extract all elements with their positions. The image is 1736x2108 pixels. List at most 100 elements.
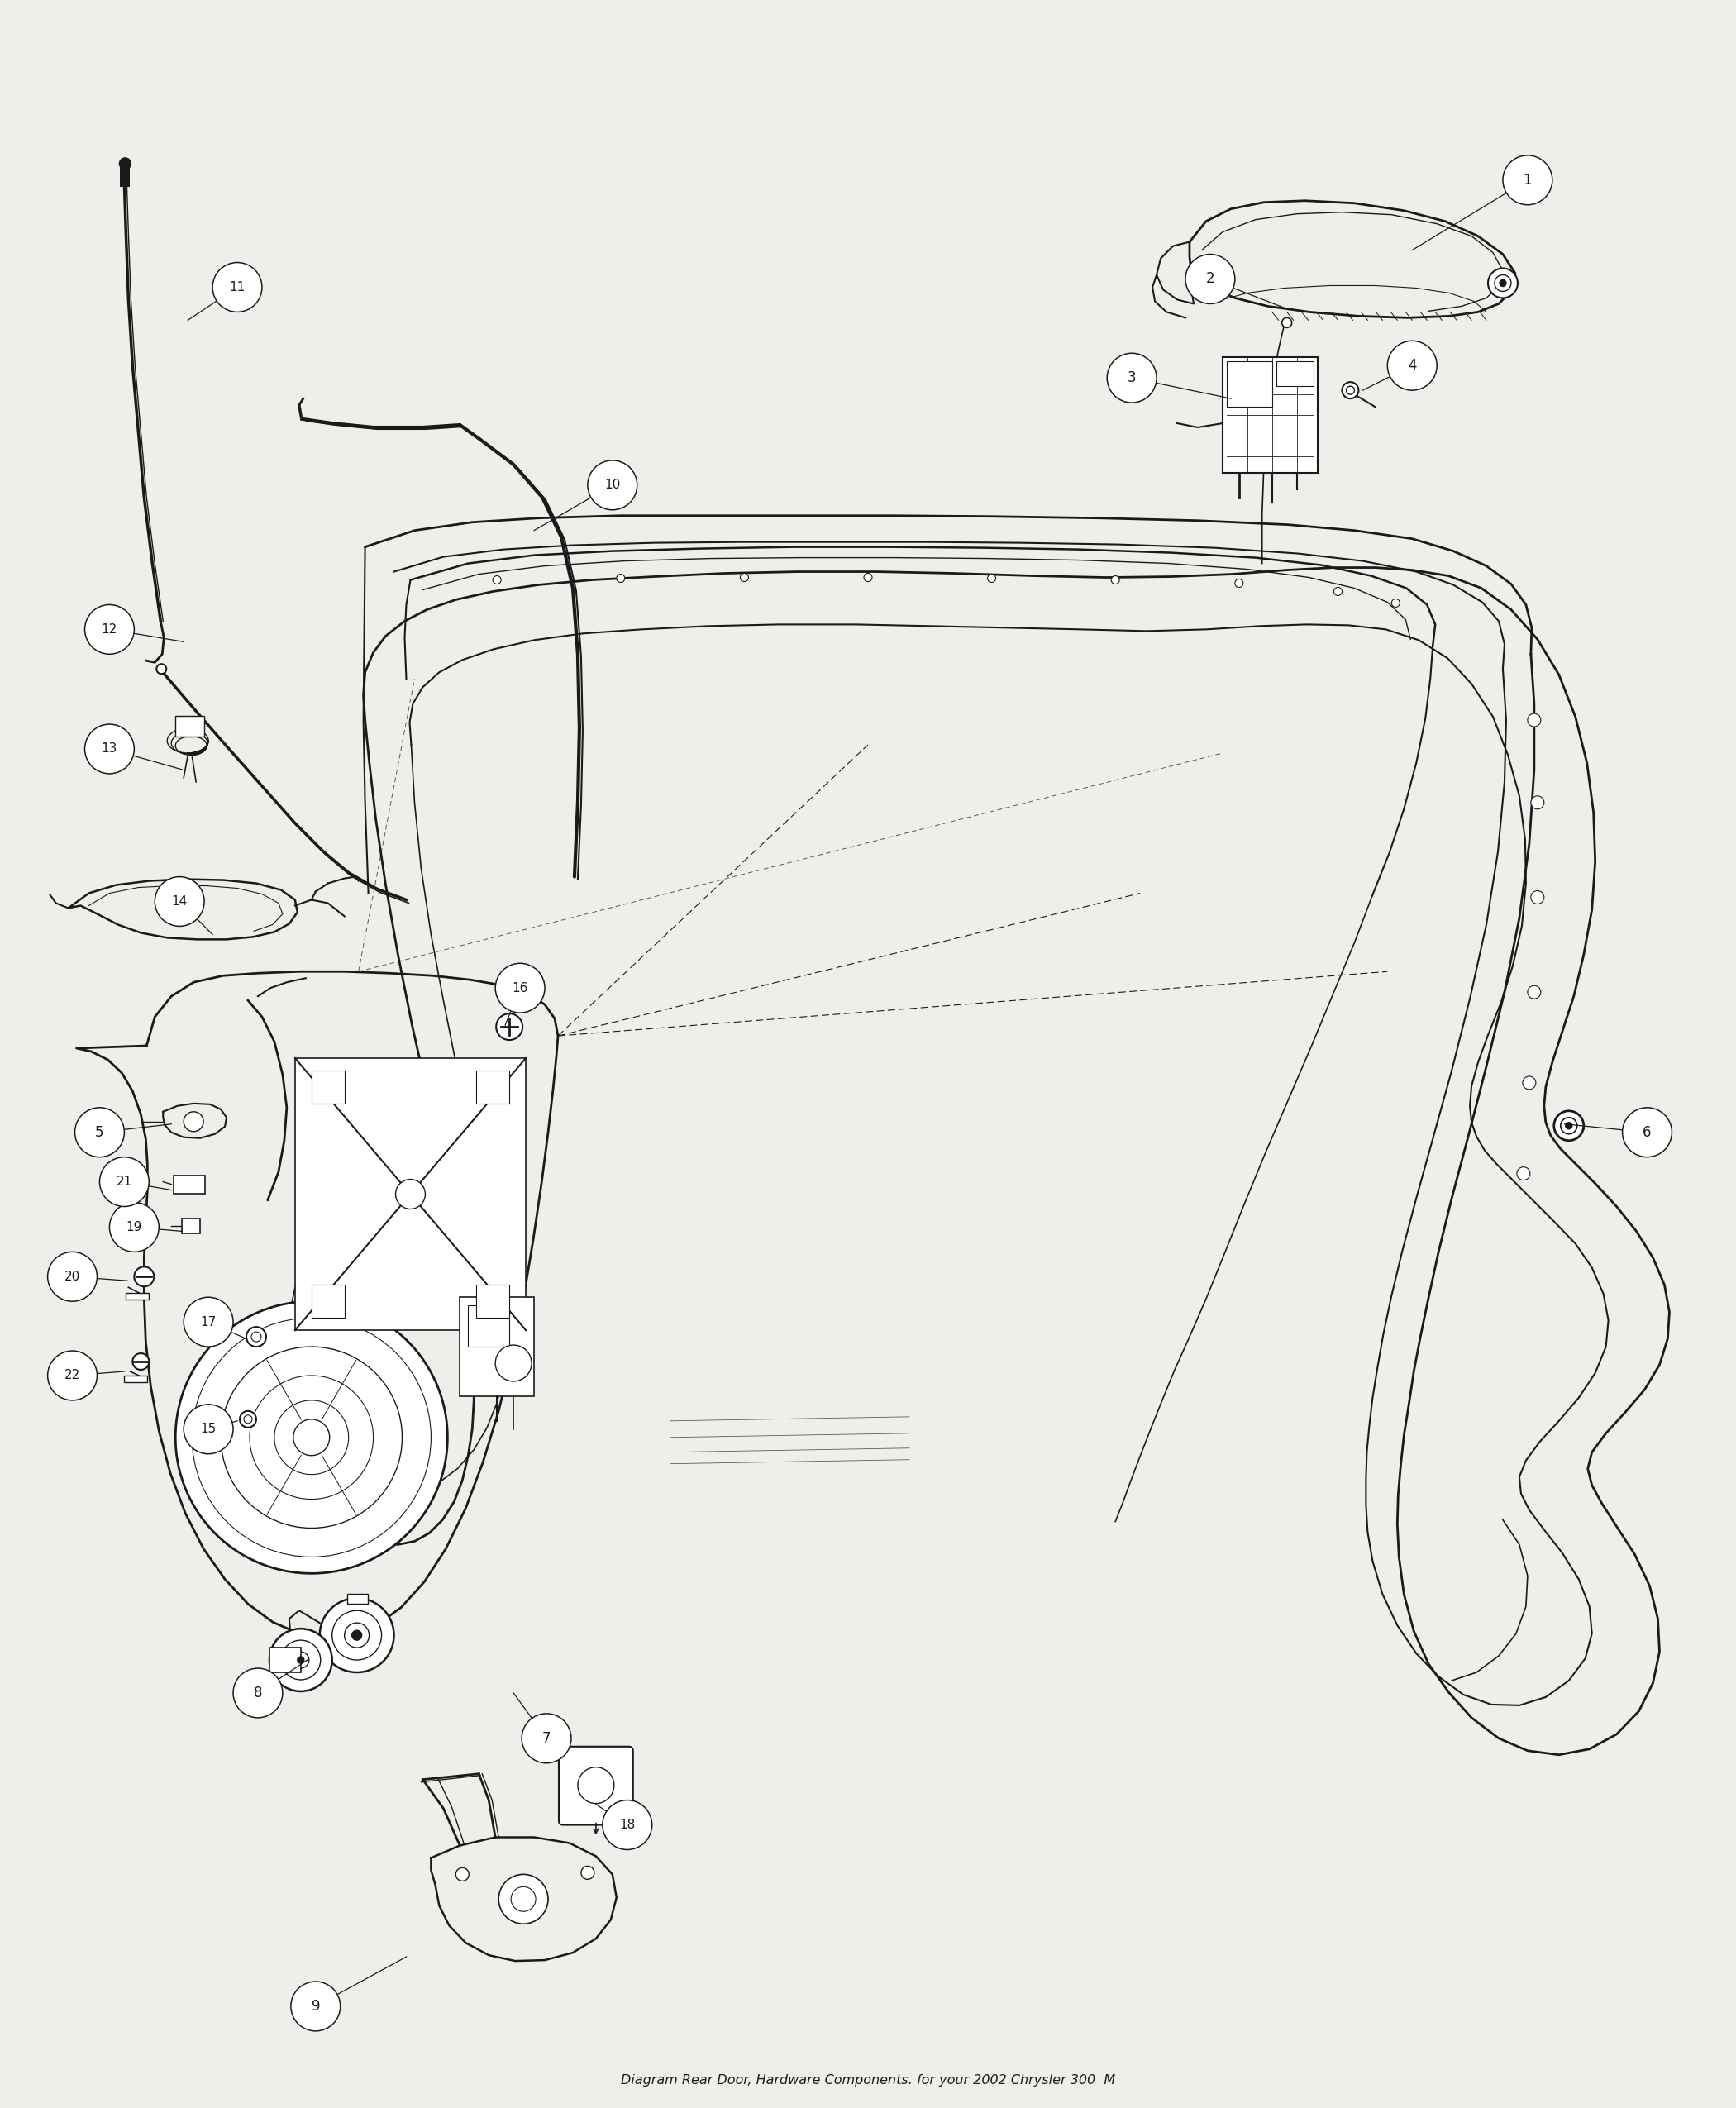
Circle shape <box>616 573 625 582</box>
Bar <box>174 1174 205 1193</box>
Circle shape <box>602 1800 653 1849</box>
Circle shape <box>1108 354 1156 403</box>
Circle shape <box>47 1351 97 1400</box>
Circle shape <box>352 1629 361 1640</box>
Circle shape <box>988 573 996 582</box>
Bar <box>1227 360 1272 407</box>
Text: 18: 18 <box>620 1819 635 1832</box>
Circle shape <box>740 573 748 582</box>
Text: 3: 3 <box>1127 371 1137 386</box>
Text: 19: 19 <box>127 1221 142 1233</box>
Circle shape <box>1392 599 1399 607</box>
Circle shape <box>292 1982 340 2030</box>
Bar <box>347 1594 368 1604</box>
Bar <box>1222 358 1318 472</box>
Text: 1: 1 <box>1522 173 1531 188</box>
Circle shape <box>132 1353 149 1370</box>
Bar <box>1276 360 1312 386</box>
Text: 13: 13 <box>101 742 118 755</box>
Bar <box>460 1296 535 1395</box>
Circle shape <box>1517 1168 1529 1180</box>
Circle shape <box>156 664 167 675</box>
Circle shape <box>212 264 262 312</box>
Text: 22: 22 <box>64 1370 80 1381</box>
Circle shape <box>1528 987 1542 999</box>
Text: 9: 9 <box>311 1998 319 2013</box>
Bar <box>127 1292 149 1301</box>
Circle shape <box>184 1296 233 1347</box>
Circle shape <box>1528 713 1542 727</box>
Text: 14: 14 <box>172 896 187 909</box>
Circle shape <box>99 1157 149 1206</box>
Text: 4: 4 <box>1408 358 1417 373</box>
Circle shape <box>1345 386 1354 394</box>
Circle shape <box>297 1657 304 1663</box>
Bar <box>182 1218 200 1233</box>
Text: 16: 16 <box>512 982 528 995</box>
Circle shape <box>85 725 134 774</box>
Circle shape <box>865 573 871 582</box>
Bar <box>311 1286 344 1318</box>
FancyBboxPatch shape <box>559 1748 634 1826</box>
Circle shape <box>1554 1111 1583 1140</box>
Circle shape <box>1531 892 1543 904</box>
Circle shape <box>240 1410 257 1427</box>
Text: 11: 11 <box>229 280 245 293</box>
Text: 20: 20 <box>64 1271 80 1284</box>
Circle shape <box>578 1767 615 1804</box>
Circle shape <box>269 1629 332 1691</box>
Circle shape <box>155 877 205 925</box>
Circle shape <box>1623 1107 1672 1157</box>
Text: 2: 2 <box>1207 272 1215 287</box>
Circle shape <box>75 1107 125 1157</box>
Bar <box>469 1305 509 1347</box>
Circle shape <box>1111 575 1120 584</box>
Circle shape <box>109 1202 160 1252</box>
Text: Diagram Rear Door, Hardware Components. for your 2002 Chrysler 300  M: Diagram Rear Door, Hardware Components. … <box>621 2074 1115 2087</box>
Circle shape <box>1495 274 1510 291</box>
Circle shape <box>1522 1077 1536 1090</box>
Circle shape <box>243 1414 252 1423</box>
Circle shape <box>495 963 545 1012</box>
Text: 10: 10 <box>604 479 620 491</box>
Bar <box>295 1058 526 1330</box>
Bar <box>476 1286 509 1318</box>
Bar <box>311 1071 344 1102</box>
Circle shape <box>589 460 637 510</box>
Bar <box>476 1071 509 1102</box>
Text: 5: 5 <box>95 1126 104 1140</box>
Circle shape <box>293 1419 330 1455</box>
Circle shape <box>1387 341 1437 390</box>
Circle shape <box>1186 255 1234 304</box>
Circle shape <box>1531 797 1543 809</box>
Circle shape <box>247 1326 266 1347</box>
Circle shape <box>1500 280 1507 287</box>
Circle shape <box>184 1404 233 1455</box>
Circle shape <box>493 575 502 584</box>
Circle shape <box>1333 588 1342 597</box>
Circle shape <box>396 1178 425 1210</box>
Bar <box>175 717 205 736</box>
Circle shape <box>134 1267 155 1286</box>
Text: 6: 6 <box>1642 1126 1651 1140</box>
Circle shape <box>498 1874 549 1925</box>
Circle shape <box>1503 156 1552 204</box>
Text: 17: 17 <box>200 1315 217 1328</box>
Circle shape <box>1561 1117 1576 1134</box>
Text: 7: 7 <box>542 1731 550 1745</box>
Text: 15: 15 <box>200 1423 217 1436</box>
Circle shape <box>85 605 134 653</box>
Circle shape <box>582 1866 594 1880</box>
Circle shape <box>495 1345 531 1381</box>
Circle shape <box>1234 580 1243 588</box>
Circle shape <box>319 1598 394 1672</box>
Circle shape <box>120 158 130 169</box>
Circle shape <box>233 1667 283 1718</box>
Bar <box>120 164 130 188</box>
Text: 8: 8 <box>253 1686 262 1701</box>
Text: 12: 12 <box>101 624 118 637</box>
Circle shape <box>496 1014 523 1039</box>
Circle shape <box>1566 1121 1573 1130</box>
Circle shape <box>1281 318 1292 327</box>
Circle shape <box>47 1252 97 1301</box>
